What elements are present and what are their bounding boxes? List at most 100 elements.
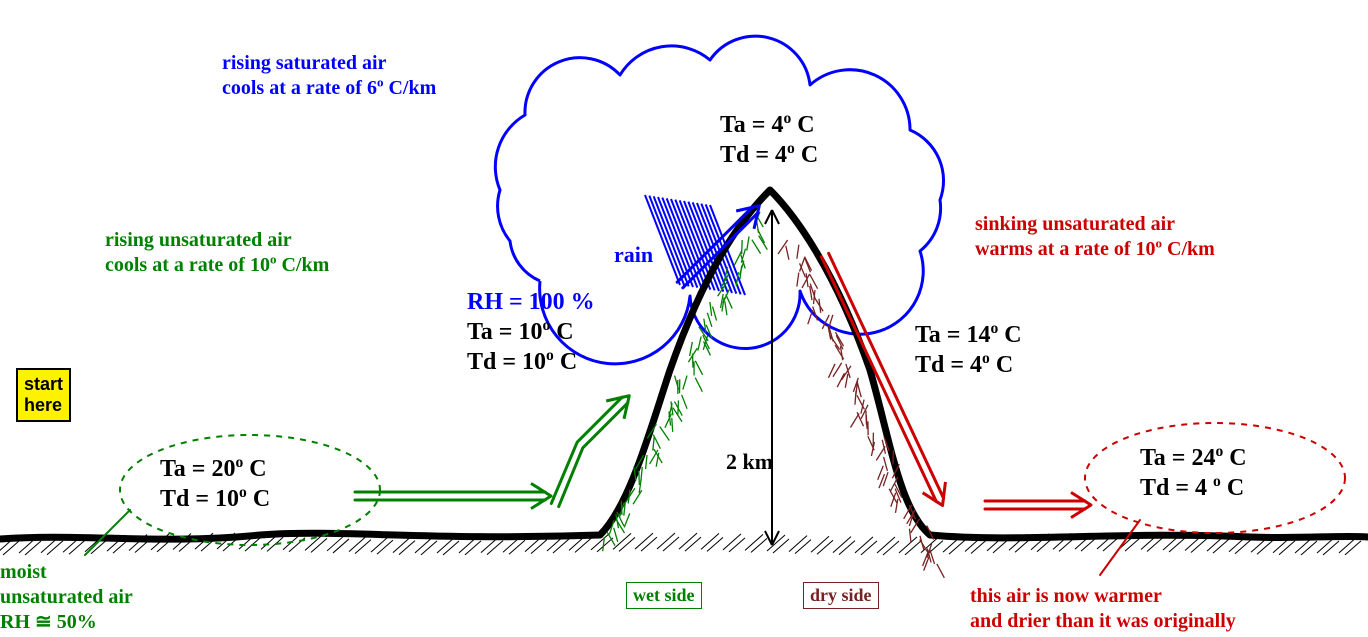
height-label: 2 km	[715, 420, 773, 475]
ground-scribble	[619, 537, 635, 551]
flow-arrow	[1100, 520, 1140, 575]
flow-arrow-head	[1071, 492, 1091, 517]
flank-hatch	[866, 415, 867, 429]
ground-scribble	[833, 537, 851, 553]
ground-scribble	[487, 541, 503, 555]
ground-scribble	[745, 534, 763, 550]
flank-hatch	[641, 467, 642, 481]
ground-scribble	[1301, 541, 1317, 555]
ground-scribble	[509, 540, 525, 554]
ground-scribble	[415, 537, 433, 553]
ground-scribble	[773, 539, 789, 553]
ground-scribble	[25, 541, 41, 555]
ground-scribble	[393, 537, 411, 553]
ground-scribble	[679, 533, 697, 549]
flank-hatch	[682, 395, 687, 409]
ground-scribble	[839, 541, 855, 555]
flank-hatch	[850, 414, 859, 428]
flank-hatch	[653, 437, 654, 451]
ground-scribble	[1323, 541, 1339, 555]
flank-hatch	[937, 564, 944, 578]
wet-side-label: wet side	[626, 582, 702, 609]
ground-scribble	[1191, 539, 1207, 553]
ground-scribble	[789, 536, 807, 552]
ground-scribble	[327, 535, 345, 551]
flank-hatch	[695, 361, 702, 375]
dry-side-label: dry side	[803, 582, 879, 609]
ground-scribble	[751, 538, 767, 552]
flank-hatch	[672, 418, 673, 432]
ground-scribble	[1345, 541, 1361, 555]
ground-scribble	[1147, 537, 1163, 551]
flank-hatch	[713, 307, 717, 321]
ground-scribble	[377, 540, 393, 554]
ground-scribble	[635, 533, 653, 549]
flank-hatch	[923, 552, 928, 566]
start-here-box: start here	[16, 368, 71, 422]
flank-hatch	[621, 501, 622, 515]
ground-scribble	[465, 541, 481, 555]
ground-scribble	[685, 537, 701, 551]
ground-scribble	[1213, 539, 1229, 553]
start-here-label: start here	[24, 374, 63, 415]
flank-hatch	[805, 257, 812, 271]
flow-arrow-head	[531, 483, 551, 508]
ground-scribble	[729, 538, 745, 552]
ground-scribble	[531, 540, 547, 554]
flank-hatch	[725, 301, 727, 315]
flank-hatch	[752, 240, 761, 254]
ground-scribble	[971, 540, 987, 554]
ground-scribble	[855, 537, 873, 553]
ground-scribble	[597, 538, 613, 552]
ground-scribble	[1169, 538, 1185, 552]
ground-scribble	[443, 541, 459, 555]
ground-scribble	[575, 538, 591, 552]
ground-scribble	[371, 536, 389, 552]
ground-scribble	[1235, 540, 1251, 554]
flank-hatch	[797, 273, 799, 287]
flank-hatch	[884, 457, 888, 471]
ground-scribble	[69, 540, 85, 554]
rising-saturated-annotation: rising saturated aircools at a rate of 6…	[222, 51, 436, 101]
flank-hatch	[660, 427, 670, 441]
warmer-drier-annotation: this air is now warmerand drier than it …	[970, 584, 1236, 634]
datablock-left-start: Ta = 20o CTd = 10o C	[160, 454, 270, 514]
flank-hatch	[909, 529, 911, 543]
flow-arrow	[559, 403, 628, 507]
ground-scribble	[1257, 540, 1273, 554]
flank-hatch	[835, 332, 843, 346]
ground-scribble	[707, 537, 723, 551]
ground-scribble	[399, 541, 415, 555]
flank-hatch	[837, 373, 844, 387]
moist-air-annotation: moistunsaturated airRH ≅ 50%	[0, 560, 133, 635]
ground-scribble	[899, 537, 917, 553]
flank-hatch	[734, 251, 741, 265]
flank-hatch	[726, 294, 732, 308]
flank-hatch	[607, 532, 615, 546]
ground-scribble	[861, 541, 877, 555]
ground-scribble	[1279, 541, 1295, 555]
rising-unsaturated-annotation: rising unsaturated aircools at a rate of…	[105, 228, 329, 278]
flank-hatch	[845, 374, 848, 388]
flank-hatch	[857, 383, 861, 397]
ground-scribble	[877, 537, 895, 553]
flow-arrow	[85, 510, 130, 555]
flank-hatch	[855, 391, 856, 405]
sinking-annotation: sinking unsaturated airwarms at a rate o…	[975, 212, 1215, 262]
flank-hatch	[786, 246, 789, 260]
ground-scribble	[47, 541, 63, 555]
ground-scribble	[949, 540, 965, 554]
ground-scribble	[905, 541, 921, 555]
ground-scribble	[421, 541, 437, 555]
flank-hatch	[646, 455, 647, 469]
flank-hatch	[698, 337, 701, 351]
rain-label: rain	[603, 213, 653, 268]
ground-scribble	[3, 541, 19, 555]
datablock-peak: Ta = 4o CTd = 4o C	[720, 110, 818, 170]
datablock-right-end: Ta = 24o CTd = 4 o C	[1140, 443, 1247, 503]
flank-hatch	[924, 557, 929, 571]
flank-hatch	[683, 376, 687, 390]
flank-hatch	[819, 299, 821, 313]
flow-arrow-head	[606, 396, 629, 419]
ground-scribble	[553, 539, 569, 553]
